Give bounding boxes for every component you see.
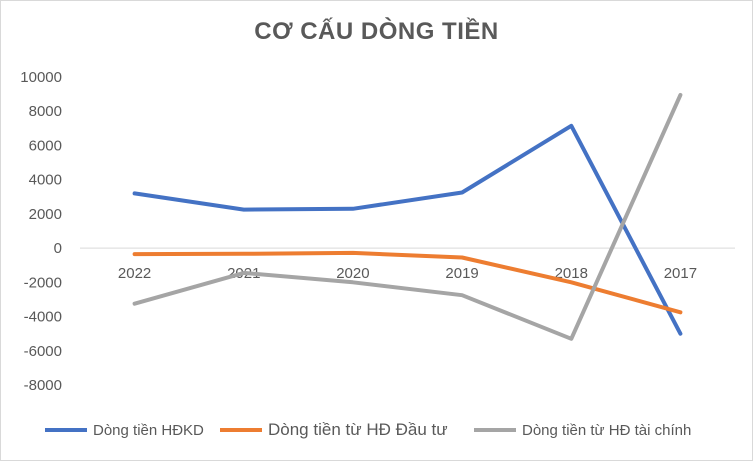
y-tick-label: 2000 — [29, 206, 62, 223]
legend-swatch — [474, 428, 516, 432]
legend-label: Dòng tiền từ HĐ Đầu tư — [268, 420, 448, 439]
y-tick-label: 0 — [54, 240, 62, 257]
chart-title: CƠ CẤU DÒNG TIỀN — [254, 18, 499, 45]
legend: Dòng tiền HĐKD Dòng tiền từ HĐ Đầu tư Dòng… — [0, 416, 753, 444]
x-tick-label: 2017 — [664, 265, 697, 282]
y-tick-label: -6000 — [24, 343, 62, 360]
x-tick-label: 2020 — [336, 265, 369, 282]
y-tick-label: 10000 — [20, 69, 62, 86]
series-line-2 — [132, 250, 683, 315]
legend-label: Dòng tiền từ HĐ tài chính — [522, 421, 692, 439]
series-line-1 — [132, 123, 683, 336]
x-tick-label: 2019 — [445, 265, 478, 282]
legend-swatch — [220, 428, 262, 432]
x-tick-label: 2018 — [555, 265, 588, 282]
legend-swatch — [45, 428, 87, 432]
y-tick-label: 8000 — [29, 103, 62, 120]
y-tick-label: -4000 — [24, 309, 62, 326]
legend-item: Dòng tiền từ HĐ tài chính — [474, 416, 691, 444]
y-tick-label: 4000 — [29, 172, 62, 189]
y-tick-label: -2000 — [24, 274, 62, 291]
series-line-3 — [132, 93, 683, 341]
x-tick-label: 2022 — [118, 265, 151, 282]
y-tick-label: -8000 — [24, 377, 62, 394]
legend-item: Dòng tiền từ HĐ Đầu tư — [220, 416, 448, 444]
y-tick-label: 6000 — [29, 137, 62, 154]
legend-item: Dòng tiền HĐKD — [45, 416, 204, 444]
legend-label: Dòng tiền HĐKD — [93, 421, 204, 439]
